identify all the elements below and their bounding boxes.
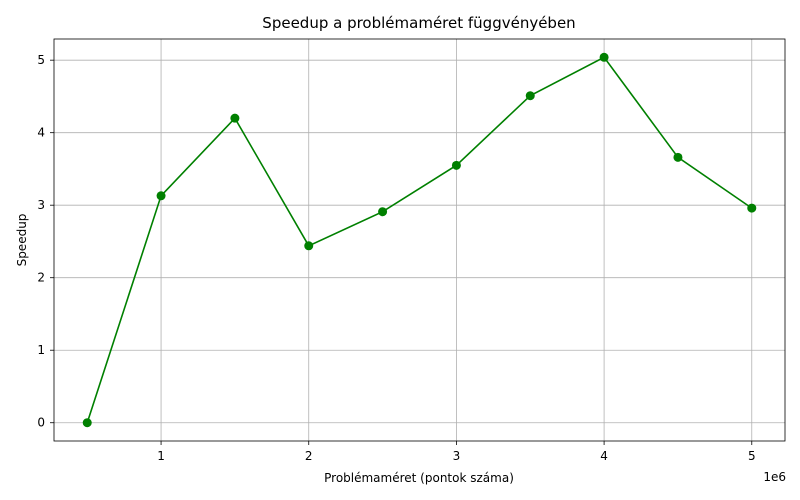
y-tick-label: 1 xyxy=(37,343,45,357)
data-point xyxy=(156,191,166,201)
data-point xyxy=(82,418,92,428)
y-axis-label: Speedup xyxy=(15,214,29,267)
series-line xyxy=(86,56,753,423)
x-tick-label: 5 xyxy=(748,449,756,463)
x-tick-label: 3 xyxy=(453,449,461,463)
series-layer xyxy=(82,52,757,428)
x-axis-offset-label: 1e6 xyxy=(763,470,786,484)
data-point xyxy=(451,160,461,170)
y-tick-label: 3 xyxy=(37,198,45,212)
data-point xyxy=(599,52,609,62)
data-point xyxy=(304,241,314,251)
y-tick-label: 0 xyxy=(37,416,45,430)
grid xyxy=(54,39,785,441)
data-point xyxy=(747,203,757,213)
plot-frame xyxy=(53,38,786,442)
x-tick-label: 2 xyxy=(305,449,313,463)
x-tick-label: 1 xyxy=(157,449,165,463)
x-axis-label: Problémaméret (pontok száma) xyxy=(324,471,514,485)
y-tick-label: 4 xyxy=(37,126,45,140)
axis-ticks: 1 2 3 4 5 0 1 2 3 4 5 xyxy=(37,53,755,463)
data-point xyxy=(230,113,240,123)
y-tick-label: 5 xyxy=(37,53,45,67)
chart-title: Speedup a problémaméret függvényében xyxy=(262,14,575,32)
data-point xyxy=(378,207,388,217)
data-point xyxy=(525,91,535,101)
y-tick-label: 2 xyxy=(37,271,45,285)
x-tick-label: 4 xyxy=(600,449,608,463)
data-point xyxy=(673,152,683,162)
